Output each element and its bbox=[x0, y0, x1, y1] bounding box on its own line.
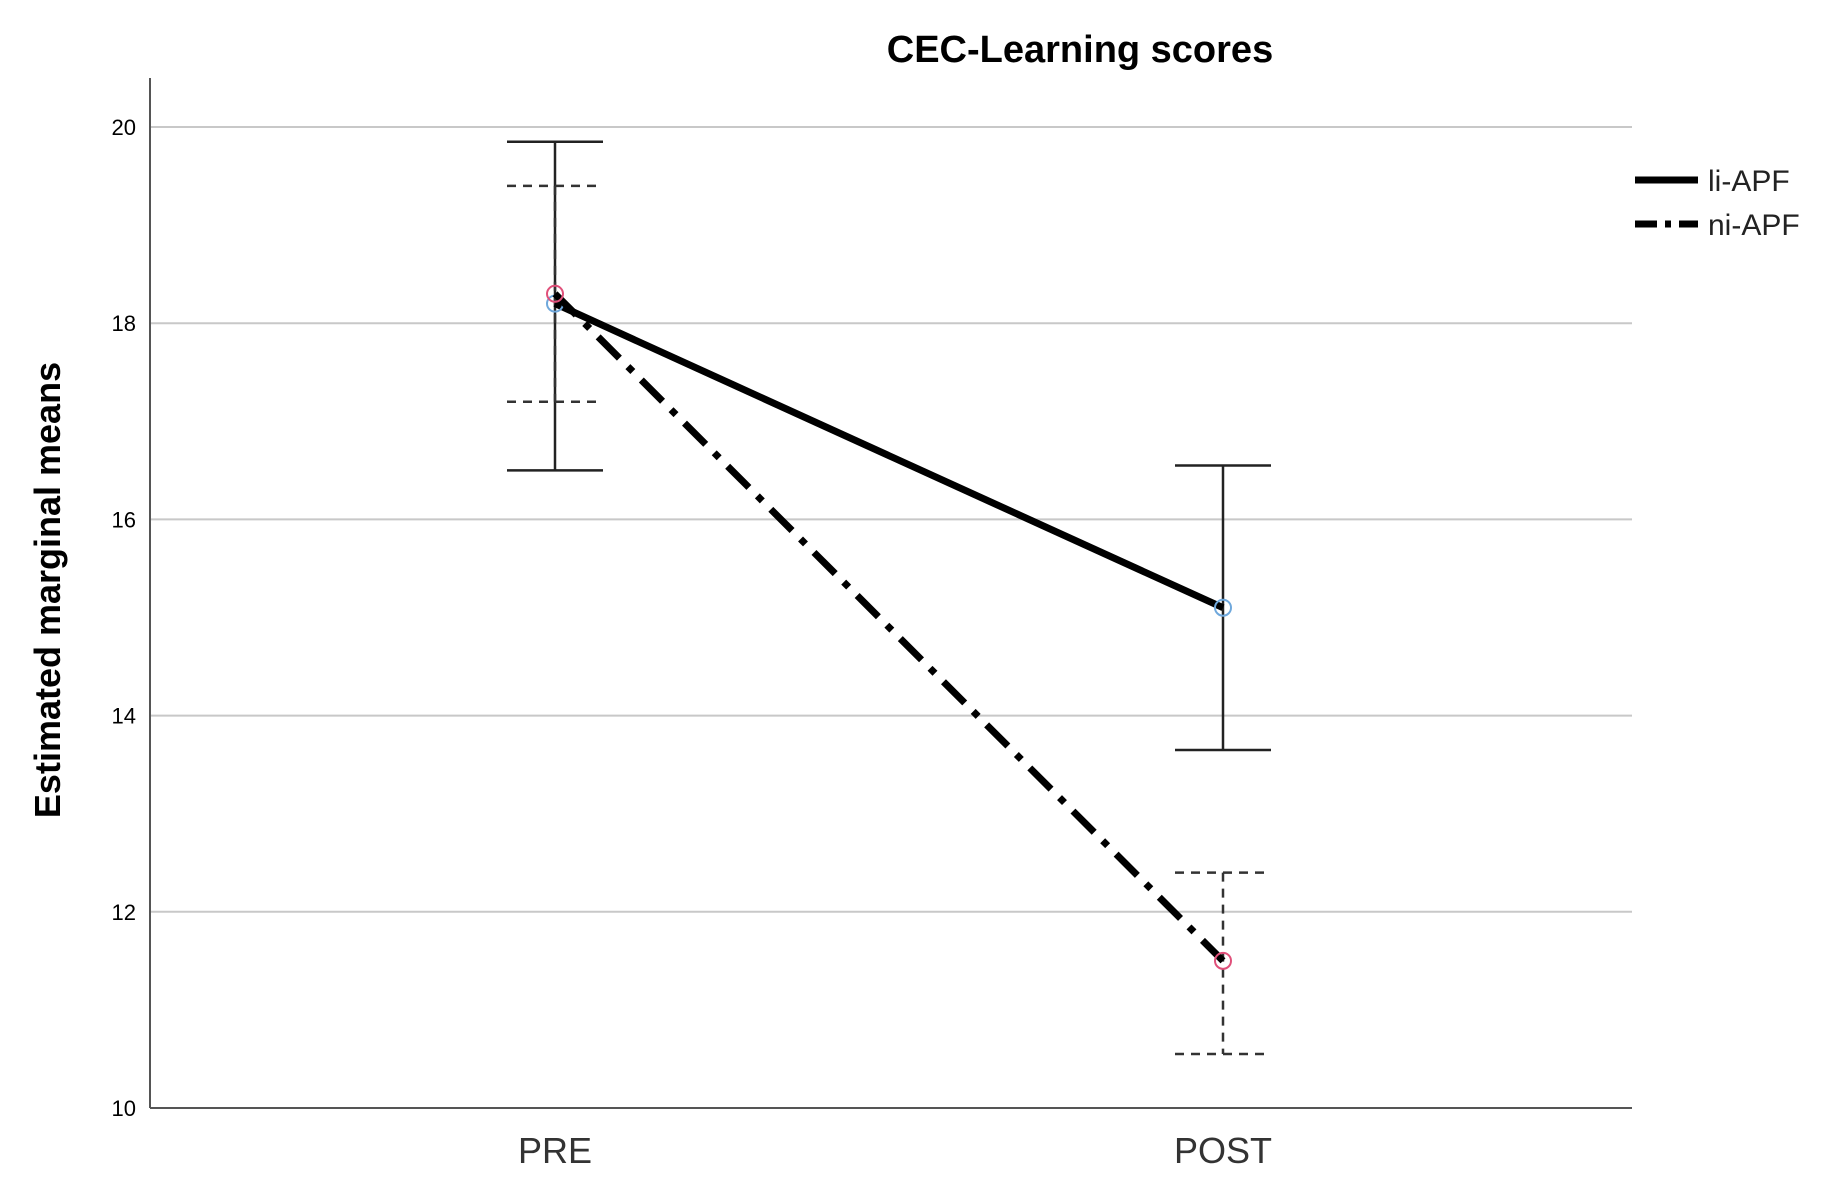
series-0 bbox=[546, 294, 1232, 617]
y-tick-label: 10 bbox=[112, 1096, 136, 1121]
y-tick-label: 18 bbox=[112, 311, 136, 336]
error-bars-0 bbox=[507, 140, 1271, 752]
series-1 bbox=[546, 284, 1232, 970]
y-tick-label: 12 bbox=[112, 900, 136, 925]
y-tick-label: 14 bbox=[112, 704, 136, 729]
data-point bbox=[1214, 951, 1232, 970]
legend-label: li-APF bbox=[1708, 165, 1790, 198]
axes bbox=[149, 78, 1632, 1109]
chart-title: CEC-Learning scores bbox=[887, 29, 1273, 71]
series-group bbox=[507, 140, 1271, 1056]
data-point bbox=[546, 284, 564, 303]
y-axis-label: Estimated marginal means bbox=[27, 362, 68, 818]
legend: li-APF ni-APF bbox=[1635, 165, 1800, 242]
data-point bbox=[1214, 598, 1232, 617]
y-tick-label: 20 bbox=[112, 115, 136, 140]
legend-label: ni-APF bbox=[1708, 209, 1800, 242]
y-tick-label: 16 bbox=[112, 507, 136, 532]
series-line bbox=[552, 291, 1226, 964]
x-tick-label: POST bbox=[1174, 1130, 1272, 1171]
tick-labels: 10 12 14 16 18 20 PRE POST bbox=[112, 115, 1273, 1171]
grid-lines bbox=[150, 126, 1632, 913]
x-tick-label: PRE bbox=[518, 1130, 592, 1171]
error-bars-1 bbox=[507, 184, 1271, 1056]
series-line bbox=[553, 300, 1225, 611]
